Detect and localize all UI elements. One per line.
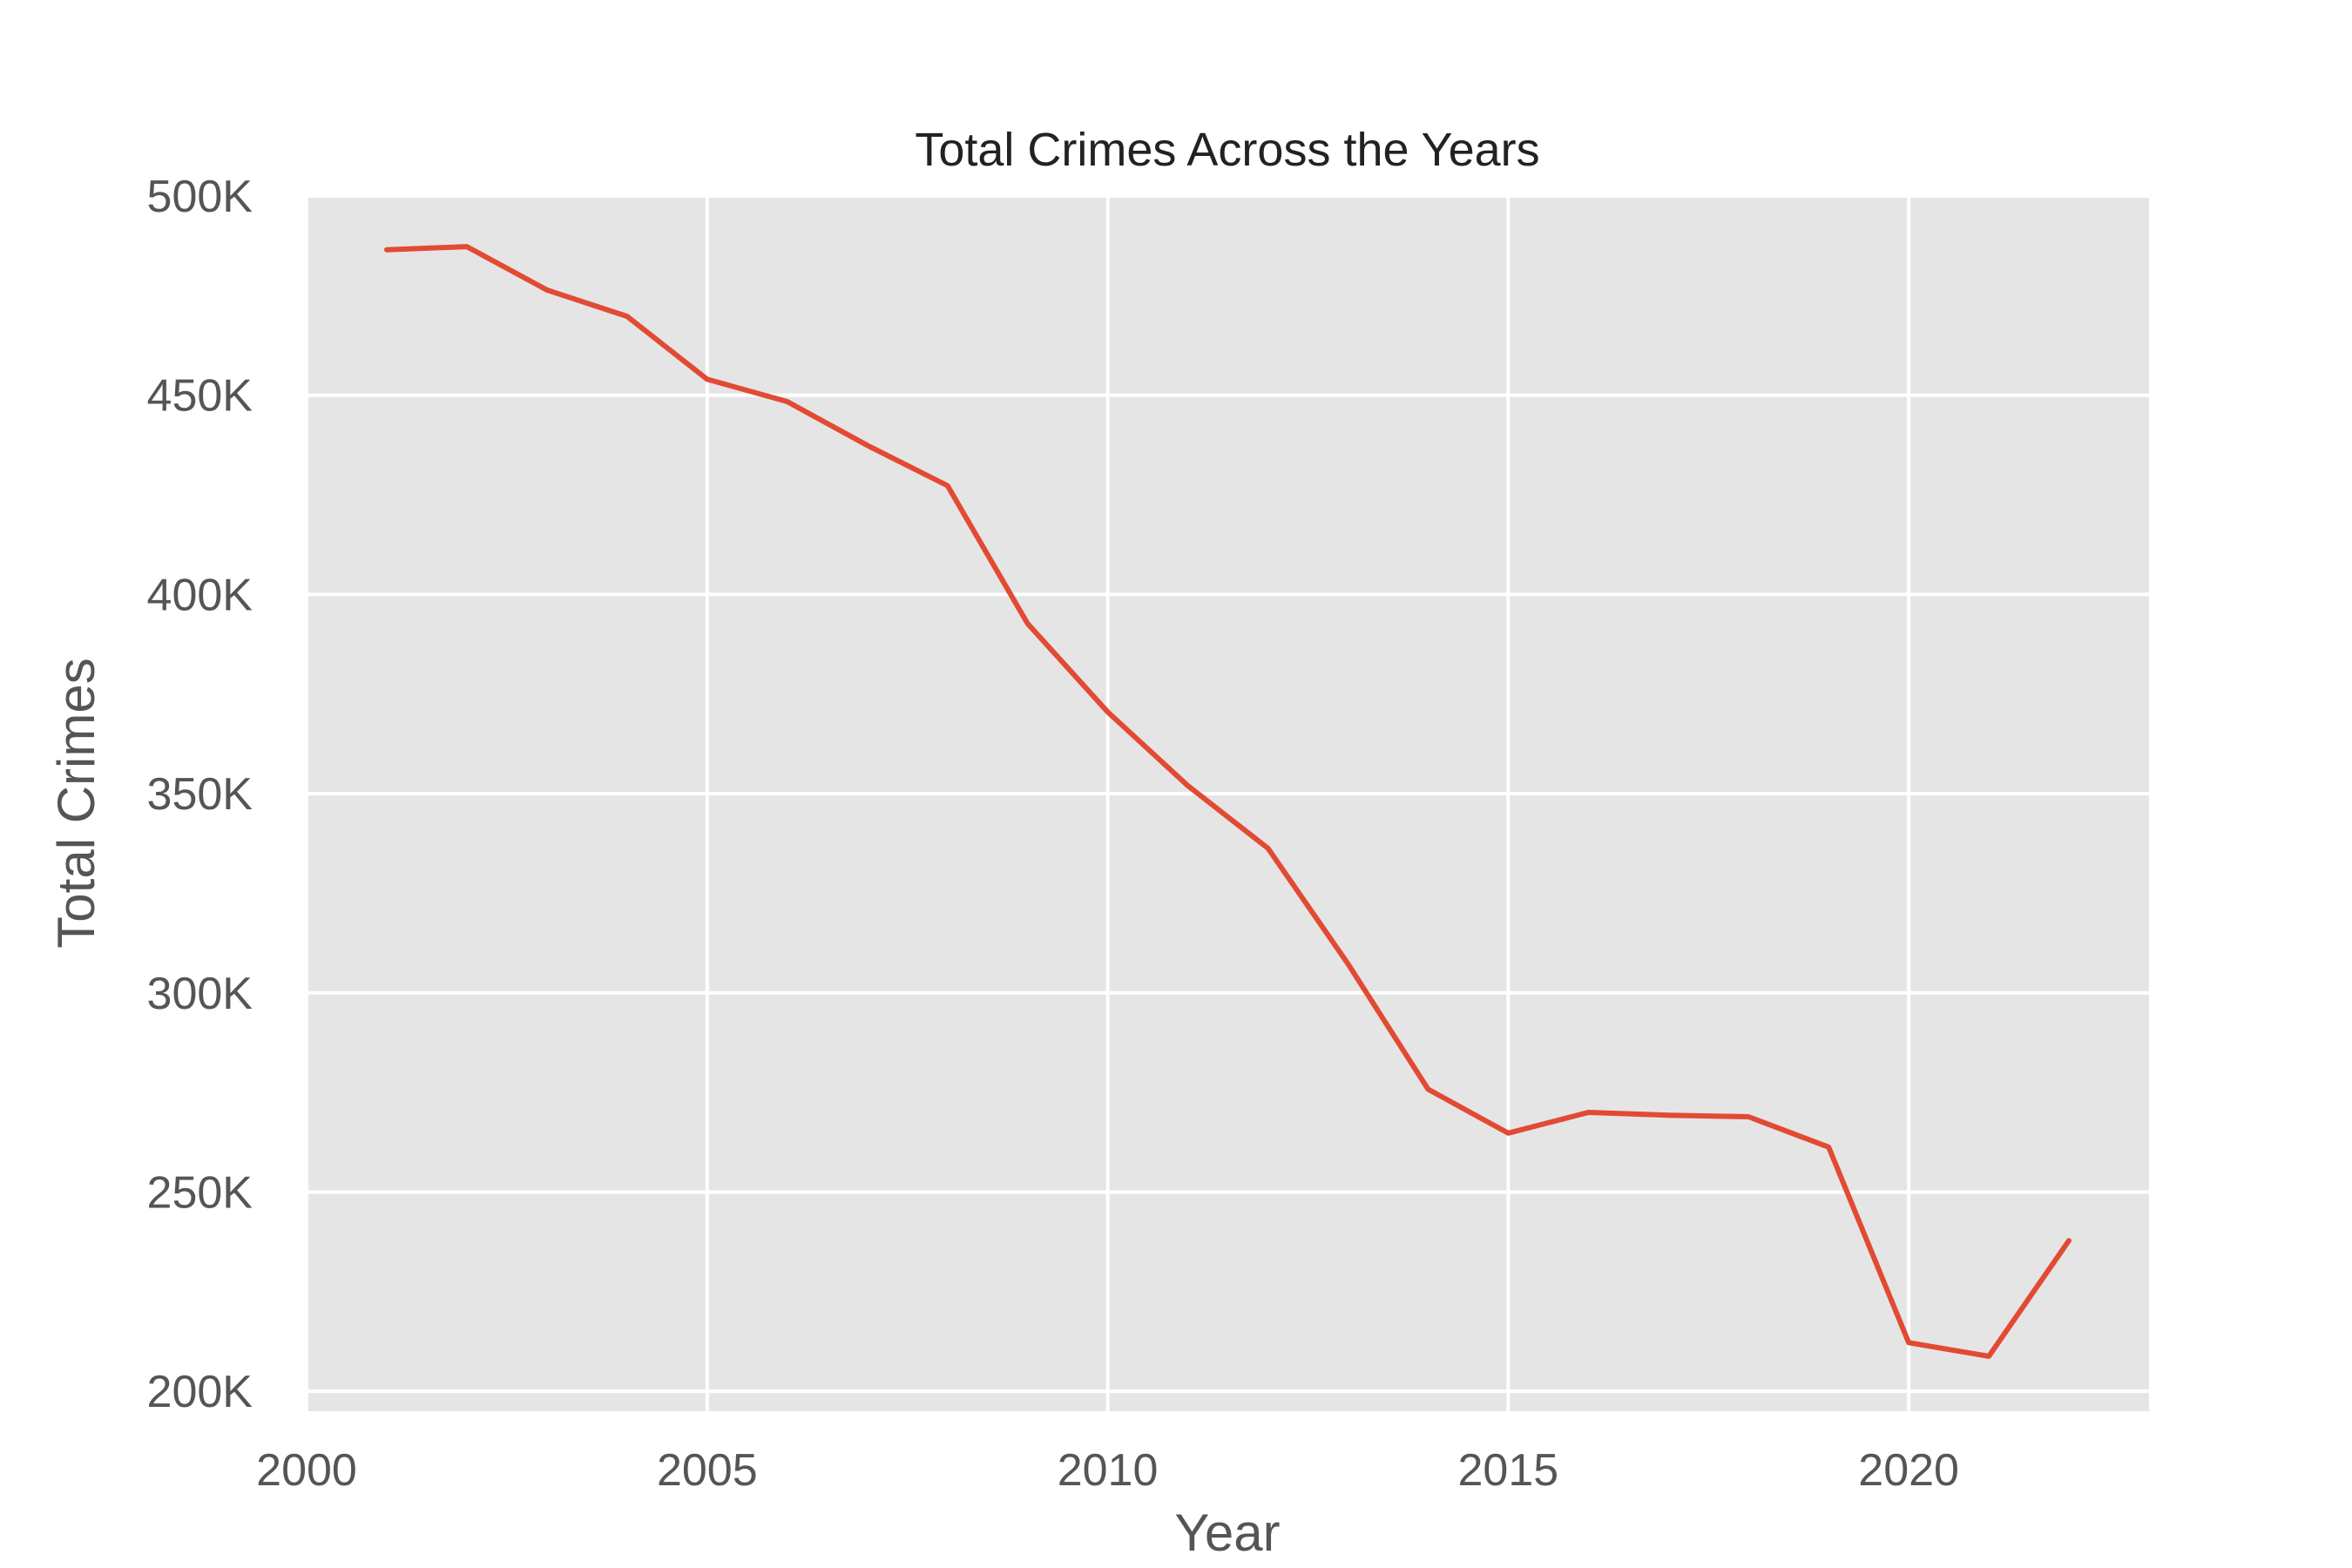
data-point bbox=[384, 247, 389, 252]
x-tick-labels: 2000 2005 2010 2015 2020 bbox=[256, 1445, 1959, 1496]
data-point bbox=[785, 400, 789, 404]
data-point bbox=[1186, 783, 1190, 787]
series-lines bbox=[384, 244, 2072, 1359]
series-line bbox=[384, 244, 2072, 1359]
data-point bbox=[1346, 962, 1350, 966]
data-point bbox=[945, 483, 950, 488]
data-point bbox=[1506, 1131, 1511, 1135]
data-point bbox=[464, 245, 469, 249]
data-point bbox=[2067, 1239, 2072, 1243]
plot-background bbox=[307, 196, 2149, 1411]
x-tick-label: 2010 bbox=[1058, 1445, 1159, 1496]
y-tick-label: 300K bbox=[147, 969, 253, 1019]
y-tick-label: 250K bbox=[147, 1167, 253, 1218]
y-tick-label: 450K bbox=[147, 371, 253, 422]
data-point bbox=[1747, 1114, 1751, 1119]
chart-title: Total Crimes Across the Years bbox=[915, 124, 1539, 176]
x-grid bbox=[305, 196, 1911, 1411]
data-point bbox=[1105, 710, 1110, 714]
y-axis-label: Total Crimes bbox=[47, 658, 105, 948]
y-grid bbox=[307, 194, 2149, 1394]
data-point bbox=[625, 314, 629, 319]
x-axis-label: Year bbox=[1174, 1504, 1280, 1562]
data-point bbox=[865, 443, 869, 448]
y-tick-label: 500K bbox=[147, 172, 253, 222]
y-tick-label: 400K bbox=[147, 570, 253, 620]
data-point bbox=[1025, 621, 1030, 625]
y-tick-label: 200K bbox=[147, 1367, 253, 1417]
data-point bbox=[1827, 1145, 1831, 1149]
y-tick-label: 350K bbox=[147, 769, 253, 820]
data-point bbox=[1666, 1113, 1671, 1118]
data-point bbox=[705, 377, 709, 382]
data-point bbox=[544, 287, 549, 292]
data-point bbox=[1266, 846, 1270, 850]
x-tick-label: 2000 bbox=[256, 1445, 357, 1496]
x-tick-label: 2005 bbox=[657, 1445, 758, 1496]
x-tick-label: 2020 bbox=[1858, 1445, 1959, 1496]
data-point bbox=[1987, 1354, 1991, 1358]
x-tick-label: 2015 bbox=[1458, 1445, 1559, 1496]
data-point bbox=[1586, 1110, 1591, 1114]
y-tick-labels: 200K 250K 300K 350K 400K 450K 500K bbox=[147, 172, 253, 1417]
data-point bbox=[1426, 1087, 1430, 1092]
data-point bbox=[1907, 1341, 1911, 1345]
